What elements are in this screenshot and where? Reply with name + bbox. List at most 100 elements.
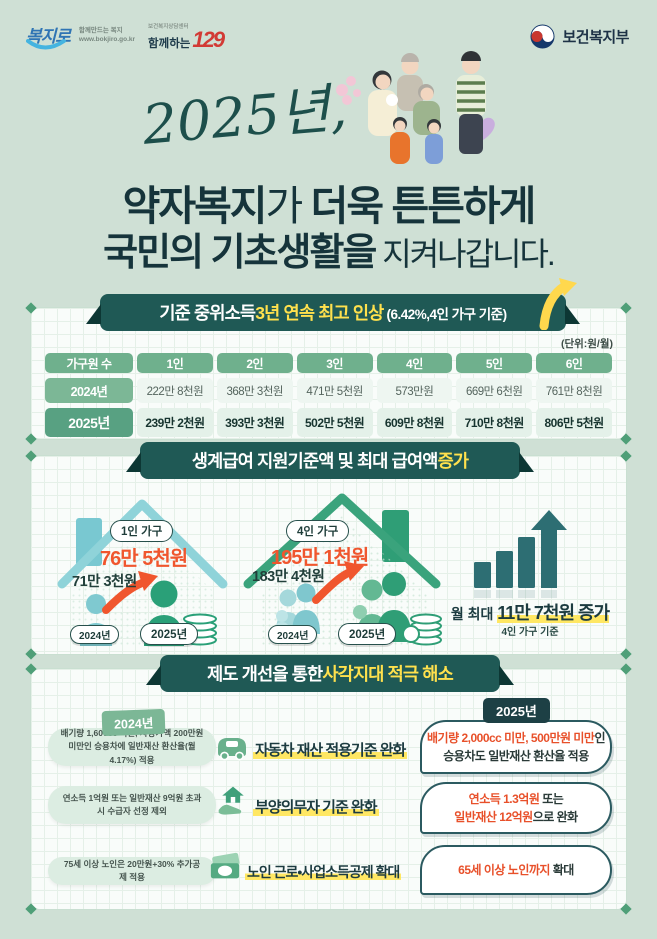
hero-title-mid: 가 xyxy=(265,183,311,229)
ribbon1-highlight: 3년 연속 최고 인상 xyxy=(255,303,384,323)
hand-house-icon xyxy=(218,786,244,815)
table-cell-2025: 393만 3천원 xyxy=(216,408,293,437)
row-2024-label: 2024년 xyxy=(45,378,133,403)
table-cell-2024: 669만 6천원 xyxy=(456,378,533,403)
table-cell-2024: 761만 8천원 xyxy=(536,378,612,403)
hero-title2-rest: 지켜나갑니다. xyxy=(375,236,556,272)
table-header-cell: 가구원 수 xyxy=(45,353,133,373)
diamond-decoration xyxy=(620,433,632,445)
house1-amount-2025: 76만 5천원 xyxy=(100,548,188,570)
section1-ribbon: 기준 중위소득 3년 연속 최고 인상 (6.42%,4인 가구 기준) xyxy=(86,278,580,331)
diamond-decoration xyxy=(620,302,632,314)
ribbon1-suffix: (6.42%,4인 가구 기준) xyxy=(386,306,507,322)
house-4person: 4인 가구 195만 1천원 183만 4천원 2024년 2025년 xyxy=(238,492,458,650)
hero-title-line1: 약자복지가 더욱 튼튼하게 xyxy=(0,172,657,232)
section3-ribbon: 제도 개선을 통한 사각지대 적극 해소 xyxy=(146,655,514,692)
ministry-logo: 보건복지부 xyxy=(530,24,629,49)
bubble-line1: 65세 이상 노인까지 확대 xyxy=(458,863,574,877)
before-rule-senior: 75세 이상 노인은 20만원+30% 추가공제 적용 xyxy=(48,857,216,885)
table-header-cell: 5인 xyxy=(456,353,533,373)
rise-arrow-icon xyxy=(539,278,577,330)
diamond-decoration xyxy=(620,450,632,462)
table-header-cell: 3인 xyxy=(296,353,373,373)
house2-amount-2025: 195만 1천원 xyxy=(271,547,369,569)
hero-title-line2: 국민의 기초생활을 지켜나갑니다. xyxy=(0,221,657,276)
table-cell-2025: 710만 8천원 xyxy=(456,408,533,437)
table-cell-2025: 239만 2천원 xyxy=(137,408,213,437)
unit-note: (단위:원/월) xyxy=(560,338,613,350)
money-icon xyxy=(210,852,240,879)
house1-year-2025: 2025년 xyxy=(140,623,199,645)
header-brand-left: 복지로 함께만드는 복지 www.bokjiro.go.kr 보건복지상담센터 … xyxy=(26,22,225,51)
diamond-decoration xyxy=(25,663,37,675)
table-header-cell: 1인 xyxy=(137,353,213,373)
increase-arrow-icon xyxy=(102,579,146,614)
summary-highlight: 11만 7천원 증가 xyxy=(497,603,610,623)
rule-title-supporter: 부양의무자 기준 완화 xyxy=(253,799,379,816)
ribbon3-pre: 제도 개선을 통한 xyxy=(207,664,323,684)
house2-badge: 4인 가구 xyxy=(286,520,350,542)
bokjiro-tagline: 함께만드는 복지 xyxy=(78,27,123,34)
monthly-increase-summary: 월 최대 11만 7천원 증가 xyxy=(425,599,635,625)
before-rule-supporter: 연소득 1억원 또는 일반재산 9억원 초과 시 수급자 선정 제외 xyxy=(48,786,216,824)
house1-badge: 1인 가구 xyxy=(110,520,174,542)
table-cell-2025: 609만 8천원 xyxy=(376,408,453,437)
bubble-line1: 연소득 1.3억원 또는 xyxy=(468,792,564,806)
bokjiro-logo: 복지로 xyxy=(26,22,71,50)
bubble-line1: 배기량 2,000cc 미만, 500만원 미만인 xyxy=(427,731,605,745)
ribbon2-pre: 생계급여 지원기준액 및 최대 급여액 xyxy=(191,451,439,471)
diamond-decoration xyxy=(25,433,37,445)
table-cell-2024: 573만원 xyxy=(376,378,453,403)
table-cell-2025: 502만 5천원 xyxy=(296,408,373,437)
table-cell-2024: 222만 8천원 xyxy=(137,378,213,403)
hero-title-strong: 약자복지 xyxy=(122,183,268,229)
row-2025-label: 2025년 xyxy=(45,408,133,437)
rule-title-car: 자동차 재산 적용기준 완화 xyxy=(253,742,408,759)
bubble-line2: 승용차도 일반재산 환산율 적용 xyxy=(443,749,589,763)
callcenter-label: 함께하는 xyxy=(148,38,191,50)
hero-title-strong2: 더욱 튼튼하게 xyxy=(310,183,537,229)
blossom-decoration xyxy=(336,76,361,105)
house2-year-2025: 2025년 xyxy=(338,623,397,645)
table-header-cell: 6인 xyxy=(536,353,612,373)
column-badge-2024: 2024년 xyxy=(101,708,166,737)
bokjiro-url: www.bokjiro.go.kr xyxy=(78,36,136,44)
column-badge-2025: 2025년 xyxy=(483,698,550,723)
rule-title-senior: 노인 근로•사업소득공제 확대 xyxy=(245,864,402,880)
ribbon1-pre: 기준 중위소득 xyxy=(159,303,256,323)
diamond-decoration xyxy=(620,663,632,675)
bokjiro-meta: 함께만드는 복지 www.bokjiro.go.kr xyxy=(79,26,135,44)
section2-ribbon: 생계급여 지원기준액 및 최대 급여액 증가 xyxy=(126,442,534,479)
summary-note: 4인 가구 기준 xyxy=(501,627,559,638)
diamond-decoration xyxy=(25,648,37,660)
after-rule-supporter: 연소득 1.3억원 또는 일반재산 12억원으로 완화 xyxy=(420,782,612,834)
table-header-cell: 2인 xyxy=(216,353,293,373)
ribbon2-highlight: 증가 xyxy=(437,451,469,471)
house-1person: 1인 가구 76만 5천원 71만 3천원 2024년 2025년 xyxy=(48,498,238,648)
summary-pre: 월 최대 xyxy=(450,606,498,622)
bokjiro-smile-icon xyxy=(26,39,66,50)
table-cell-2025: 806만 5천원 xyxy=(536,408,612,437)
callcenter-caption: 보건복지상담센터 xyxy=(148,24,189,30)
script-year: 2025년, xyxy=(140,76,350,157)
table-cell-2024: 368만 3천원 xyxy=(216,378,293,403)
callcenter-logo: 보건복지상담센터 함께하는 129 xyxy=(148,22,225,51)
house1-year-2024: 2024년 xyxy=(70,625,120,644)
hero-title2-strong: 국민의 기초생활을 xyxy=(103,232,377,274)
family-illustration xyxy=(336,51,495,164)
diamond-decoration xyxy=(620,903,632,915)
diamond-decoration xyxy=(25,903,37,915)
growth-bar-chart xyxy=(474,510,567,598)
bokjiro-logo-text: 복지로 xyxy=(26,27,71,46)
car-icon xyxy=(218,738,246,761)
after-rule-car: 배기량 2,000cc 미만, 500만원 미만인 승용차도 일반재산 환산율 … xyxy=(420,720,612,774)
after-rule-senior: 65세 이상 노인까지 확대 xyxy=(420,845,612,895)
median-income-table: 가구원 수 1인 2인 3인 4인 5인 6인 2024년 222만 8천원 3… xyxy=(45,353,612,437)
house2-year-2024: 2024년 xyxy=(268,625,318,644)
increase-arrow-icon xyxy=(312,569,352,604)
bubble-line2: 일반재산 12억원으로 완화 xyxy=(454,810,578,824)
table-cell-2024: 471만 5천원 xyxy=(296,378,373,403)
diamond-decoration xyxy=(25,302,37,314)
diamond-decoration xyxy=(25,450,37,462)
